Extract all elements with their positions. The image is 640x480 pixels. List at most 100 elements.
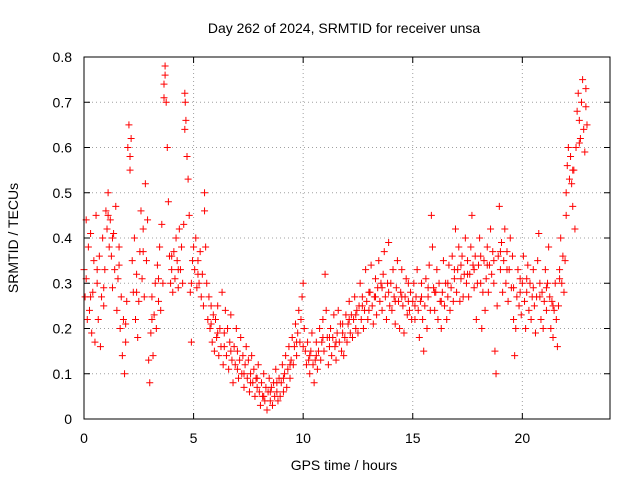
data-point [108, 234, 116, 242]
data-point [124, 144, 132, 151]
data-point [288, 334, 296, 342]
data-point [99, 234, 107, 242]
data-point [324, 361, 332, 369]
data-point [294, 329, 302, 337]
y-tick-label: 0.6 [53, 140, 73, 156]
data-point [253, 383, 261, 391]
data-point [219, 361, 227, 369]
data-point [468, 211, 476, 219]
data-point [222, 352, 230, 360]
data-point [435, 279, 443, 287]
data-point [240, 370, 248, 378]
data-point [334, 306, 342, 314]
data-point [496, 266, 504, 274]
data-point [481, 306, 489, 314]
data-point [410, 279, 418, 287]
data-point [359, 325, 367, 332]
data-point [400, 329, 408, 337]
data-point [548, 297, 556, 305]
data-point [254, 361, 262, 369]
data-point [122, 320, 130, 328]
data-point [187, 338, 195, 346]
data-point [503, 266, 511, 274]
data-point [418, 293, 426, 301]
y-tick-label: 0.8 [53, 49, 73, 65]
data-point [363, 297, 371, 305]
data-point [332, 356, 340, 364]
data-point [339, 329, 347, 337]
data-point [339, 320, 347, 328]
data-point [318, 338, 326, 346]
data-point [450, 275, 458, 283]
data-point [313, 365, 321, 373]
data-point [568, 180, 576, 188]
data-point [215, 352, 223, 360]
data-point [511, 352, 519, 360]
data-point [527, 315, 535, 323]
data-point [104, 211, 112, 219]
data-point [96, 343, 104, 351]
data-point [537, 315, 545, 323]
data-point [319, 315, 327, 323]
data-point [191, 266, 199, 274]
data-point [87, 229, 95, 237]
data-point [546, 293, 554, 301]
data-point [369, 320, 377, 328]
data-point [160, 80, 168, 88]
data-point [319, 334, 327, 342]
data-point [364, 315, 372, 323]
data-point [457, 261, 465, 269]
data-point [241, 361, 249, 369]
data-point [525, 306, 533, 314]
data-point [345, 297, 353, 305]
data-point [95, 252, 103, 260]
data-point [431, 288, 439, 296]
data-point [209, 311, 217, 319]
data-point [111, 266, 119, 274]
data-point [498, 239, 506, 247]
data-point [477, 252, 485, 260]
data-point [542, 284, 550, 292]
data-point [423, 325, 431, 332]
data-point [483, 243, 491, 251]
data-point [272, 365, 280, 373]
data-point [220, 329, 228, 337]
data-point [575, 116, 583, 124]
data-point [422, 275, 430, 283]
data-point [138, 275, 146, 283]
data-point [467, 243, 475, 251]
data-point [106, 216, 114, 224]
data-point [153, 261, 161, 269]
data-point [582, 85, 590, 93]
data-point [575, 139, 583, 147]
data-point [490, 279, 498, 287]
data-point [332, 338, 340, 346]
data-point [115, 261, 123, 269]
data-point [207, 302, 215, 310]
data-point [495, 202, 503, 210]
data-point [389, 266, 397, 274]
data-point [237, 334, 245, 342]
chart-title: Day 262 of 2024, SRMTID for receiver uns… [208, 20, 481, 36]
data-point [434, 315, 442, 323]
data-point [104, 189, 112, 197]
data-point [247, 379, 255, 387]
data-point [500, 257, 508, 265]
data-point [98, 293, 106, 301]
data-point [102, 207, 110, 215]
data-point [251, 392, 259, 400]
data-point [147, 329, 155, 337]
data-point [304, 338, 312, 346]
data-point [403, 311, 411, 319]
data-point [419, 315, 427, 323]
data-point [456, 297, 464, 305]
data-point [449, 297, 457, 305]
data-point [140, 293, 148, 301]
x-tick-label: 20 [515, 430, 531, 446]
data-point [325, 334, 333, 342]
data-point [135, 297, 143, 305]
data-point [444, 279, 452, 287]
data-point [388, 306, 396, 314]
data-point [302, 361, 310, 369]
